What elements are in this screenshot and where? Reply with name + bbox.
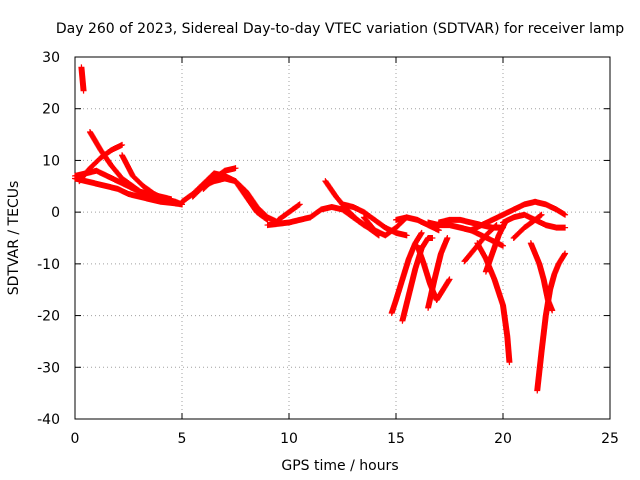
series-arc-09 xyxy=(200,165,239,192)
series-arc-27 xyxy=(510,211,545,241)
data-point-markers xyxy=(534,250,569,394)
y-tick-label: -10 xyxy=(37,257,60,273)
data-point-markers xyxy=(200,165,239,192)
data-point-markers xyxy=(119,152,185,208)
data-markers xyxy=(72,64,569,394)
x-tick-label: 25 xyxy=(601,431,619,447)
x-axis-label: GPS time / hours xyxy=(281,458,398,474)
series-arc-15 xyxy=(388,229,425,316)
y-tick-label: 20 xyxy=(42,102,60,118)
y-tick-label: 30 xyxy=(42,50,60,66)
y-tick-label: -20 xyxy=(37,309,60,325)
y-tick-label: 0 xyxy=(51,205,60,221)
chart-title: Day 260 of 2023, Sidereal Day-to-day VTE… xyxy=(56,21,624,37)
data-point-markers xyxy=(388,229,425,316)
series-arc-25 xyxy=(461,222,500,265)
data-point-markers xyxy=(86,128,158,203)
x-tick-label: 15 xyxy=(387,431,405,447)
series-arc-11 xyxy=(275,201,303,223)
series-arc-19 xyxy=(425,235,451,311)
data-point-markers xyxy=(78,64,87,94)
series-arc-24 xyxy=(482,219,509,275)
y-tick-label: -40 xyxy=(37,412,60,428)
series-arc-22 xyxy=(467,198,569,234)
data-point-markers xyxy=(482,219,509,275)
series-arc-05 xyxy=(86,128,158,203)
series-arc-01 xyxy=(78,64,87,94)
data-point-markers xyxy=(275,201,303,223)
x-tick-label: 20 xyxy=(494,431,512,447)
x-tick-label: 10 xyxy=(280,431,298,447)
x-tick-label: 0 xyxy=(71,431,80,447)
plot-frame xyxy=(74,56,611,420)
y-tick-label: -30 xyxy=(37,360,60,376)
data-point-markers xyxy=(461,222,500,265)
data-point-markers xyxy=(510,211,545,241)
data-point-markers xyxy=(467,198,569,234)
series-arc-29 xyxy=(534,250,569,394)
series-arc-06 xyxy=(119,152,185,208)
data-point-markers xyxy=(425,235,451,311)
y-tick-label: 10 xyxy=(42,153,60,169)
grid xyxy=(75,57,610,419)
axis-ticks: 0 5 10 15 20 25 -40 -30 -20 -10 0 10 20 30 xyxy=(37,50,619,447)
x-tick-label: 5 xyxy=(178,431,187,447)
y-axis-label: SDTVAR / TECUs xyxy=(6,181,22,296)
